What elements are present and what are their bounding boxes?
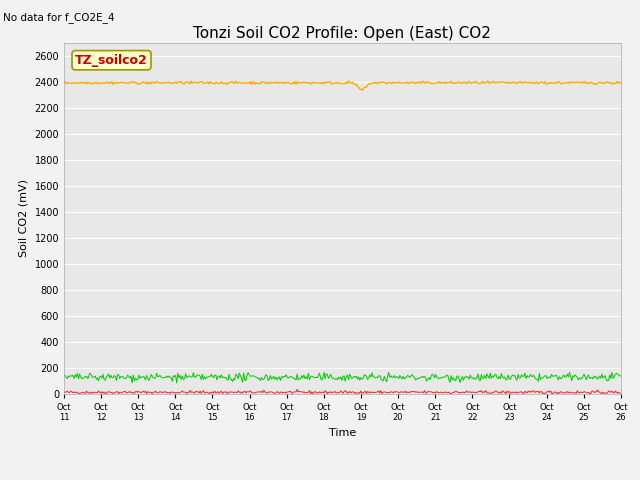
-8cm	[326, 373, 333, 379]
X-axis label: Time: Time	[329, 428, 356, 438]
Title: Tonzi Soil CO2 Profile: Open (East) CO2: Tonzi Soil CO2 Profile: Open (East) CO2	[193, 25, 492, 41]
-2cm	[617, 391, 625, 396]
-2cm	[60, 389, 68, 395]
-4cm	[328, 81, 335, 87]
-2cm	[519, 390, 527, 396]
-4cm	[60, 79, 68, 85]
-8cm	[393, 374, 401, 380]
Line: -8cm: -8cm	[64, 372, 621, 383]
-2cm	[293, 386, 301, 392]
-8cm	[173, 380, 180, 386]
-4cm	[606, 80, 614, 85]
-2cm	[364, 388, 371, 394]
Text: TZ_soilco2: TZ_soilco2	[75, 54, 148, 67]
-4cm	[345, 78, 353, 84]
Text: No data for f_CO2E_4: No data for f_CO2E_4	[3, 12, 115, 23]
Line: -4cm: -4cm	[64, 81, 621, 90]
-2cm	[394, 389, 401, 395]
-4cm	[394, 80, 401, 85]
-2cm	[606, 389, 614, 395]
-4cm	[359, 87, 367, 93]
-4cm	[364, 83, 371, 88]
-4cm	[324, 79, 332, 85]
-8cm	[329, 375, 337, 381]
Y-axis label: Soil CO2 (mV): Soil CO2 (mV)	[19, 180, 29, 257]
-4cm	[617, 80, 625, 85]
-8cm	[606, 372, 614, 378]
-8cm	[60, 372, 68, 378]
-4cm	[519, 80, 527, 85]
-2cm	[327, 389, 335, 395]
Line: -2cm: -2cm	[64, 389, 621, 394]
-8cm	[566, 370, 573, 375]
-2cm	[330, 389, 338, 395]
-8cm	[518, 372, 525, 378]
-2cm	[75, 391, 83, 396]
-8cm	[362, 373, 370, 379]
-8cm	[617, 373, 625, 379]
